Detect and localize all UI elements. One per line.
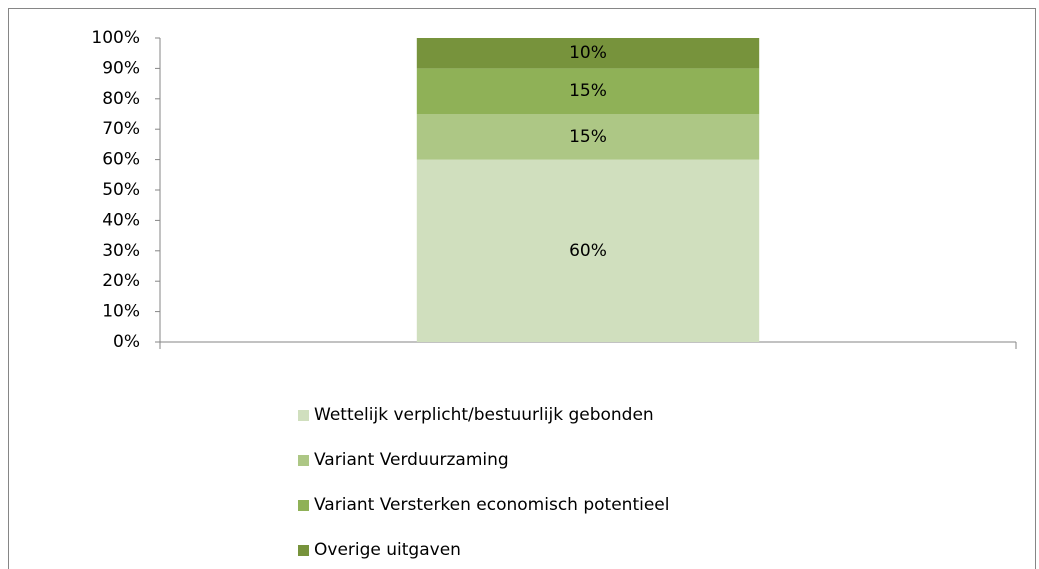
- bar-segment: [416, 159, 760, 342]
- y-tick-label: 60%: [102, 150, 140, 170]
- legend-swatch: [298, 455, 309, 466]
- bar-segment: [416, 68, 760, 114]
- bar-segment: [416, 114, 760, 160]
- legend-label: Variant Verduurzaming: [314, 450, 509, 470]
- legend-label: Overige uitgaven: [314, 540, 461, 560]
- legend-label: Variant Versterken economisch potentieel: [314, 495, 669, 515]
- data-label: 10%: [569, 43, 607, 63]
- bar-segment: [416, 38, 760, 69]
- legend-label: Wettelijk verplicht/bestuurlijk gebonden: [314, 405, 654, 425]
- legend-swatch: [298, 410, 309, 421]
- chart-frame: [8, 8, 1036, 569]
- y-tick-label: 30%: [102, 241, 140, 261]
- data-label: 15%: [569, 81, 607, 101]
- y-tick-label: 10%: [102, 302, 140, 322]
- y-tick-label: 40%: [102, 210, 140, 230]
- y-tick-label: 100%: [91, 28, 140, 48]
- y-tick-label: 90%: [102, 58, 140, 78]
- y-tick-label: 70%: [102, 119, 140, 139]
- legend-swatch: [298, 545, 309, 556]
- data-label: 15%: [569, 127, 607, 147]
- legend-swatch: [298, 500, 309, 511]
- y-tick-label: 50%: [102, 180, 140, 200]
- y-tick-label: 80%: [102, 89, 140, 109]
- y-tick-label: 0%: [113, 332, 140, 352]
- y-tick-label: 20%: [102, 271, 140, 291]
- data-label: 60%: [569, 241, 607, 261]
